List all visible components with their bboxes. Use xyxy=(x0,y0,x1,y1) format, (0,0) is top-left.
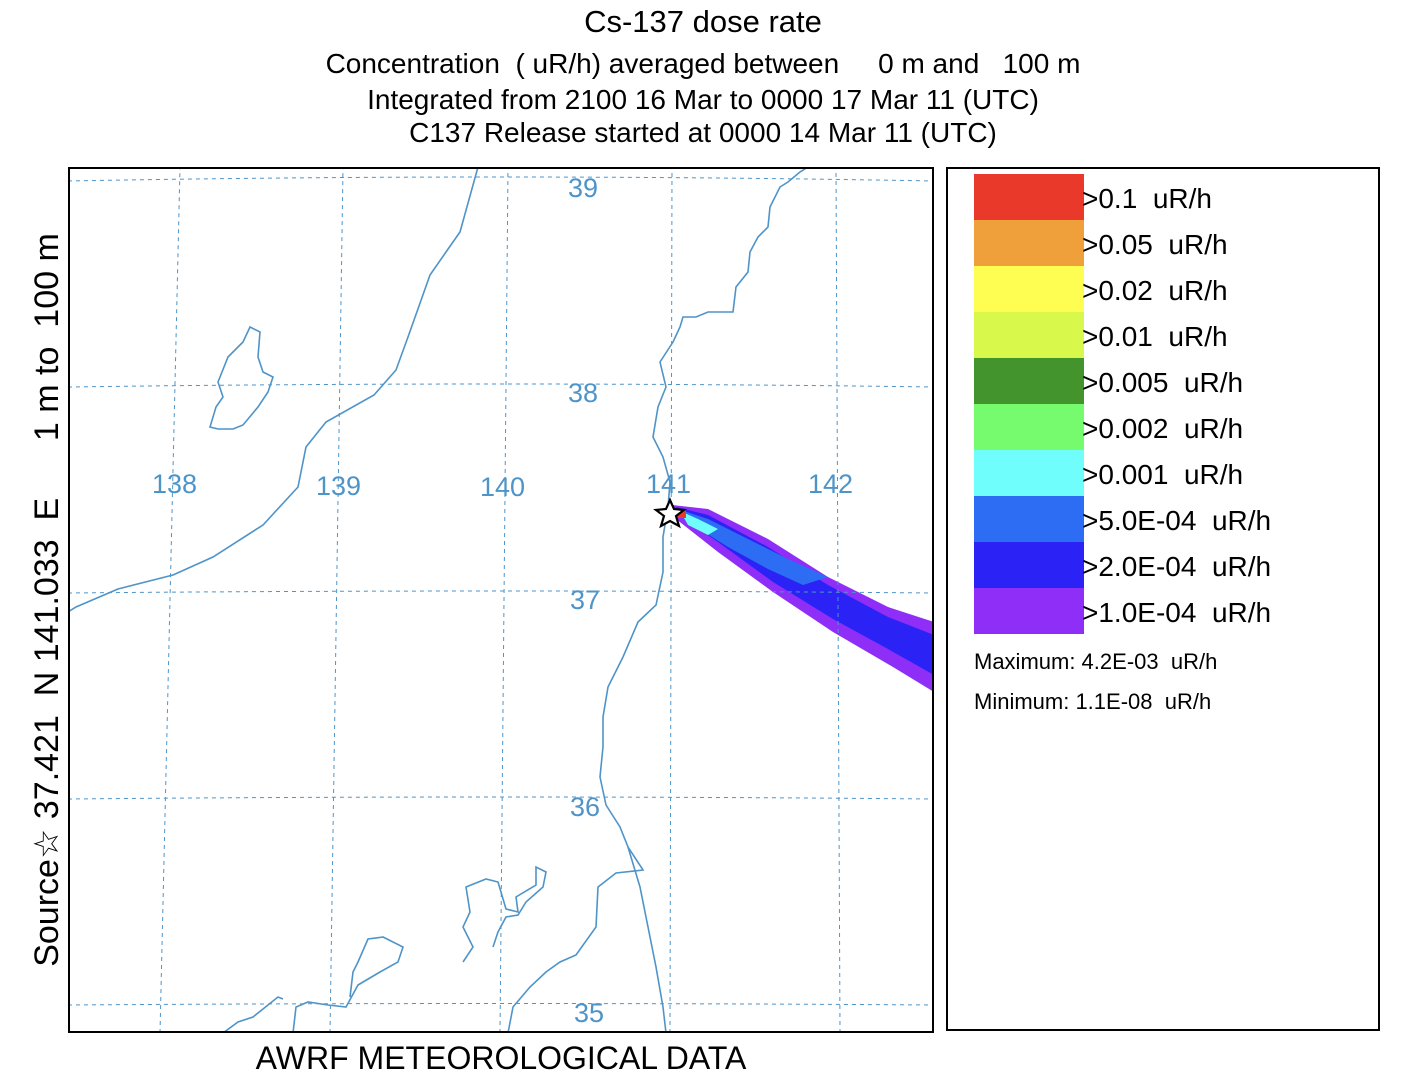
legend-label: >0.005 uR/h xyxy=(1082,367,1244,398)
grid-labels: 138 139 140 141 142 39 38 37 36 35 xyxy=(152,173,853,1028)
chart-subtitle-integration: Integrated from 2100 16 Mar to 0000 17 M… xyxy=(367,84,1039,115)
legend-label: >0.1 uR/h xyxy=(1082,183,1212,214)
legend-label: >0.05 uR/h xyxy=(1082,229,1228,260)
lon-label-139: 139 xyxy=(316,471,361,501)
lon-label-140: 140 xyxy=(480,472,525,502)
legend-swatch xyxy=(974,266,1084,312)
legend-label: >0.02 uR/h xyxy=(1082,275,1228,306)
source-location-label: Source☆ 37.421 N 141.033 E 1 m to 100 m xyxy=(28,233,66,967)
plume-contour-core xyxy=(678,510,686,518)
legend-label: >5.0E-04 uR/h xyxy=(1082,505,1272,536)
legend: Maximum: 4.2E-03 uR/h Minimum: 1.1E-08 u… xyxy=(946,167,1380,1031)
legend-swatch xyxy=(974,404,1084,450)
lon-label-141: 141 xyxy=(646,469,691,499)
chart-title: Cs-137 dose rate xyxy=(584,4,822,39)
lon-label-138: 138 xyxy=(152,469,197,499)
plume-contours xyxy=(672,505,934,692)
lat-label-35: 35 xyxy=(574,998,604,1028)
legend-minimum: Minimum: 1.1E-08 uR/h xyxy=(974,689,1212,714)
graticule xyxy=(68,167,934,1033)
lon-label-142: 142 xyxy=(808,469,853,499)
lat-label-37: 37 xyxy=(570,585,600,615)
legend-maximum: Maximum: 4.2E-03 uR/h xyxy=(974,649,1218,674)
legend-label: >0.001 uR/h xyxy=(1082,459,1244,490)
data-source-label: AWRF METEOROLOGICAL DATA xyxy=(255,1040,747,1076)
lat-label-39: 39 xyxy=(568,173,598,203)
plume-contour-1e-03 xyxy=(680,511,718,535)
legend-swatch xyxy=(974,450,1084,496)
legend-swatch xyxy=(974,542,1084,588)
lat-label-36: 36 xyxy=(570,792,600,822)
legend-label: >0.002 uR/h xyxy=(1082,413,1244,444)
chart-subtitle-concentration: Concentration ( uR/h) averaged between 0… xyxy=(325,48,1081,79)
lat-label-38: 38 xyxy=(568,378,598,408)
legend-swatch xyxy=(974,496,1084,542)
legend-label: >2.0E-04 uR/h xyxy=(1082,551,1272,582)
legend-swatch xyxy=(974,312,1084,358)
legend-label: >1.0E-04 uR/h xyxy=(1082,597,1272,628)
legend-swatch xyxy=(974,358,1084,404)
chart-subtitle-release: C137 Release started at 0000 14 Mar 11 (… xyxy=(409,117,997,148)
star-icon xyxy=(653,497,687,529)
legend-swatch xyxy=(974,174,1084,220)
coastline xyxy=(68,167,809,1033)
legend-label: >0.01 uR/h xyxy=(1082,321,1228,352)
legend-swatch xyxy=(974,220,1084,266)
dispersion-map: 138 139 140 141 142 39 38 37 36 35 xyxy=(68,167,934,1033)
legend-swatch xyxy=(974,588,1084,634)
